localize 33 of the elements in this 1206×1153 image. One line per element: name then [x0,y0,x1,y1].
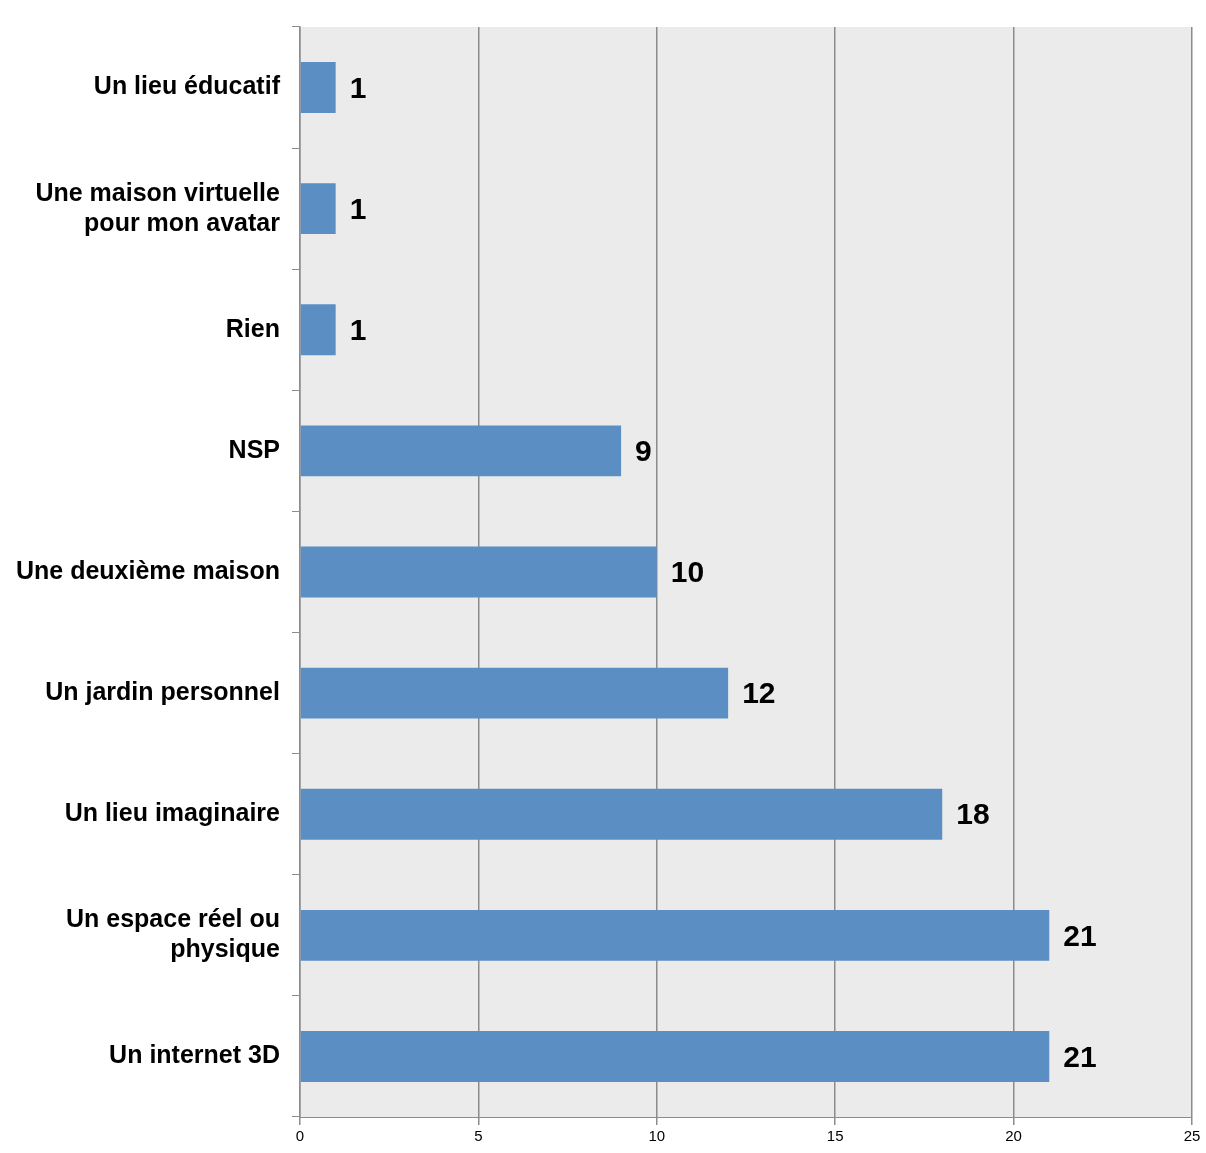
x-tick-label: 20 [1005,1127,1022,1145]
bar [300,62,336,113]
data-label: 1 [349,313,367,347]
y-tick-label: Un lieu imaginaire [64,798,281,827]
y-tick-label: NSP [228,434,280,463]
y-tick-label: Rien [225,313,280,342]
x-tick-label: 10 [648,1127,666,1145]
bar [300,667,729,719]
data-label: 1 [349,191,367,225]
y-tick-label: Une maison virtuelle pour mon avatar [35,177,281,236]
bar [300,425,622,477]
data-label: 9 [635,434,652,468]
y-tick-label: Un internet 3D [109,1040,280,1069]
bar [300,1031,1050,1082]
data-label: 18 [956,797,990,831]
bar [300,788,943,840]
y-tick-label: Un lieu éducatif [93,71,281,100]
x-tick-label: 5 [474,1127,483,1145]
bar [300,304,336,356]
data-label: 10 [670,555,705,589]
y-tick-label: Un espace réel ou physique [65,904,281,963]
data-label: 12 [742,676,776,710]
bar [300,909,1050,961]
data-label: 21 [1063,1039,1097,1073]
x-tick-label: 25 [1183,1127,1201,1145]
y-tick-label: Un jardin personnel [45,677,280,705]
x-tick-label: 15 [826,1127,844,1145]
y-tick-label: Une deuxième maison [15,555,280,584]
x-tick-label: 0 [295,1127,305,1145]
bar [300,183,336,235]
data-label: 21 [1063,918,1097,952]
data-label: 1 [349,70,367,104]
bar [300,546,657,598]
